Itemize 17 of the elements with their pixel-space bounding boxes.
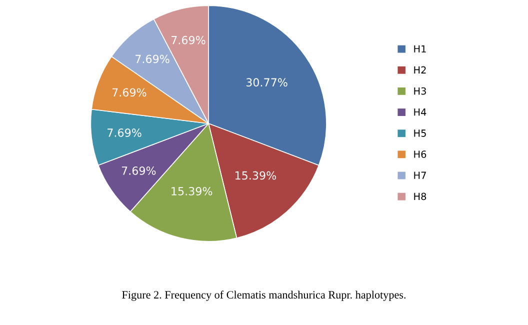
data-label: 7.69% xyxy=(112,88,146,97)
data-label: 7.69% xyxy=(108,128,142,137)
data-label: 30.77% xyxy=(246,78,288,87)
legend-label: H6 xyxy=(414,150,426,158)
legend-label: H7 xyxy=(414,172,426,179)
legend-label: H3 xyxy=(414,87,426,95)
legend-label: H4 xyxy=(414,108,426,116)
data-label: 7.69% xyxy=(136,54,170,64)
caption: Figure 2. Frequency of Clematis mandshurica Rupr. haplotypes. xyxy=(122,290,406,301)
data-label: 15.39% xyxy=(235,171,276,180)
legend-label: H5 xyxy=(414,130,426,137)
legend-label: H2 xyxy=(414,66,426,74)
data-label: 7.69% xyxy=(122,166,156,175)
legend-label: H1 xyxy=(414,45,426,52)
data-label: 7.69% xyxy=(172,36,206,44)
legend-label: H8 xyxy=(414,192,426,200)
data-label: 15.39% xyxy=(172,186,212,196)
